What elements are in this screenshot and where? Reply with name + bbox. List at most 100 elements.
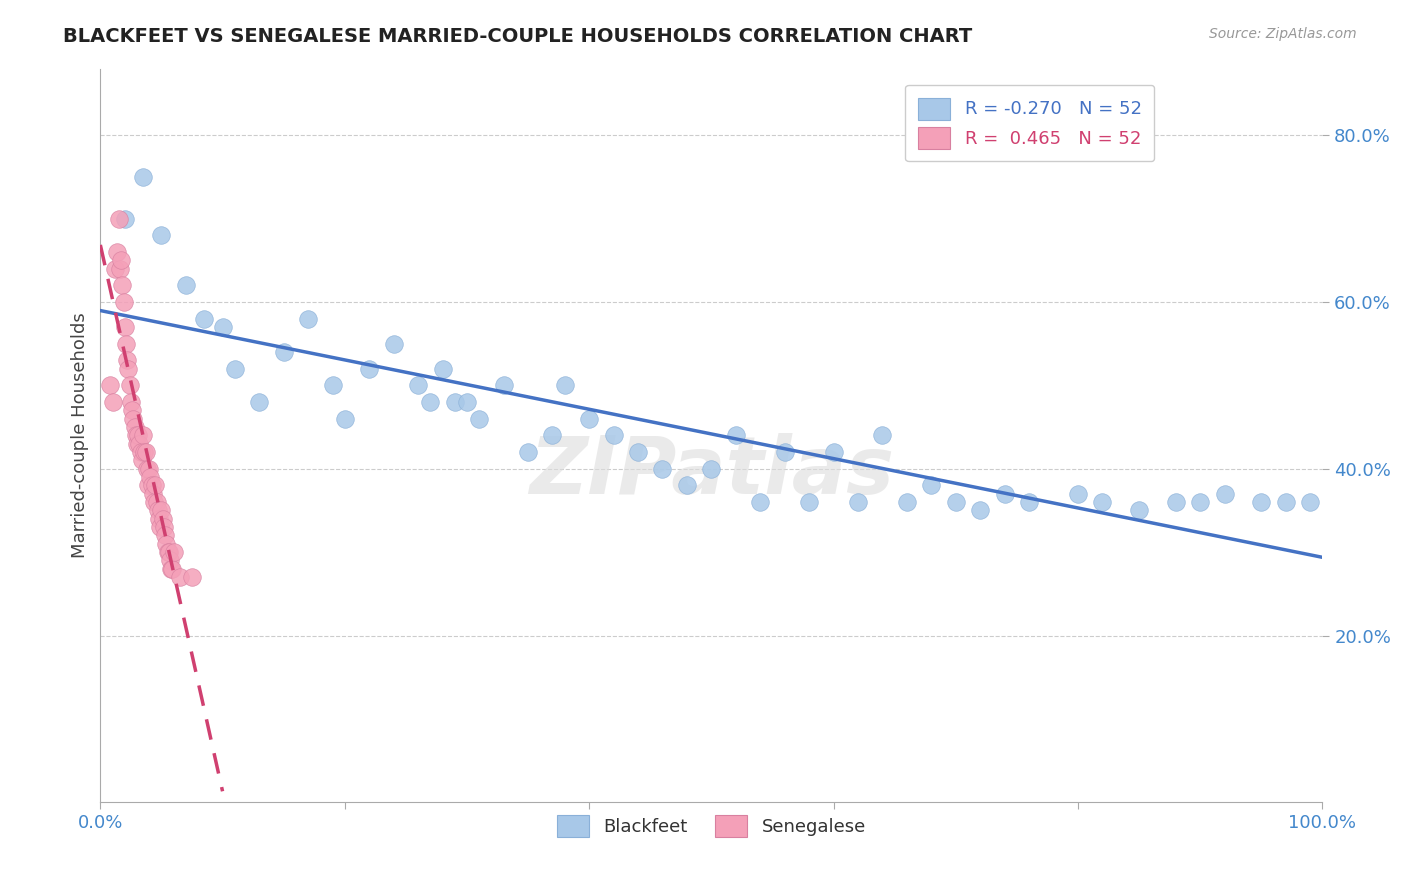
Point <box>554 378 576 392</box>
Legend: Blackfeet, Senegalese: Blackfeet, Senegalese <box>550 808 873 845</box>
Point <box>115 353 138 368</box>
Point <box>406 378 429 392</box>
Point <box>122 411 145 425</box>
Point <box>153 528 176 542</box>
Point <box>193 311 215 326</box>
Point <box>359 361 381 376</box>
Point <box>125 428 148 442</box>
Point <box>969 503 991 517</box>
Point <box>1274 495 1296 509</box>
Point <box>149 520 172 534</box>
Point <box>114 211 136 226</box>
Point <box>139 470 162 484</box>
Point <box>797 495 820 509</box>
Point <box>112 295 135 310</box>
Point <box>145 495 167 509</box>
Point <box>129 445 152 459</box>
Point <box>823 445 845 459</box>
Point <box>273 345 295 359</box>
Point <box>627 445 650 459</box>
Point <box>143 495 166 509</box>
Point <box>98 378 121 392</box>
Point <box>247 395 270 409</box>
Point <box>150 228 173 243</box>
Point <box>1164 495 1187 509</box>
Point <box>115 336 138 351</box>
Point <box>143 478 166 492</box>
Point <box>127 428 149 442</box>
Point <box>1299 495 1322 509</box>
Point <box>443 395 465 409</box>
Point <box>1128 503 1150 517</box>
Point <box>945 495 967 509</box>
Point <box>135 445 157 459</box>
Point <box>1091 495 1114 509</box>
Point <box>517 445 540 459</box>
Point <box>114 320 136 334</box>
Point <box>101 395 124 409</box>
Point <box>153 520 176 534</box>
Point <box>118 378 141 392</box>
Point <box>104 261 127 276</box>
Text: ZIPatlas: ZIPatlas <box>529 434 894 511</box>
Point <box>150 503 173 517</box>
Point <box>456 395 478 409</box>
Point <box>676 478 699 492</box>
Point <box>920 478 942 492</box>
Point <box>141 478 163 492</box>
Point <box>700 462 723 476</box>
Point <box>724 428 747 442</box>
Point <box>134 445 156 459</box>
Point <box>382 336 405 351</box>
Point <box>155 537 177 551</box>
Point <box>131 453 153 467</box>
Point <box>541 428 564 442</box>
Point <box>492 378 515 392</box>
Point <box>578 411 600 425</box>
Point <box>136 478 159 492</box>
Point <box>157 545 180 559</box>
Text: BLACKFEET VS SENEGALESE MARRIED-COUPLE HOUSEHOLDS CORRELATION CHART: BLACKFEET VS SENEGALESE MARRIED-COUPLE H… <box>63 27 973 45</box>
Point <box>146 503 169 517</box>
Y-axis label: Married-couple Households: Married-couple Households <box>72 312 89 558</box>
Point <box>846 495 869 509</box>
Point <box>152 512 174 526</box>
Point <box>120 395 142 409</box>
Point <box>124 420 146 434</box>
Point <box>162 562 184 576</box>
Point <box>994 487 1017 501</box>
Point <box>111 278 134 293</box>
Point <box>1250 495 1272 509</box>
Point <box>107 244 129 259</box>
Point <box>224 361 246 376</box>
Point <box>148 512 170 526</box>
Point <box>110 253 132 268</box>
Point <box>297 311 319 326</box>
Point <box>419 395 441 409</box>
Point <box>1189 495 1212 509</box>
Point <box>163 545 186 559</box>
Point <box>1213 487 1236 501</box>
Text: Source: ZipAtlas.com: Source: ZipAtlas.com <box>1209 27 1357 41</box>
Point <box>117 361 139 376</box>
Point <box>211 320 233 334</box>
Point <box>749 495 772 509</box>
Point <box>160 562 183 576</box>
Point <box>159 553 181 567</box>
Point <box>132 428 155 442</box>
Point <box>107 211 129 226</box>
Point <box>322 378 344 392</box>
Point <box>1067 487 1090 501</box>
Point <box>108 261 131 276</box>
Point <box>132 169 155 184</box>
Point <box>128 436 150 450</box>
Point <box>432 361 454 376</box>
Point <box>773 445 796 459</box>
Point <box>651 462 673 476</box>
Point <box>169 570 191 584</box>
Point <box>896 495 918 509</box>
Point <box>333 411 356 425</box>
Point <box>135 462 157 476</box>
Point <box>468 411 491 425</box>
Point <box>121 403 143 417</box>
